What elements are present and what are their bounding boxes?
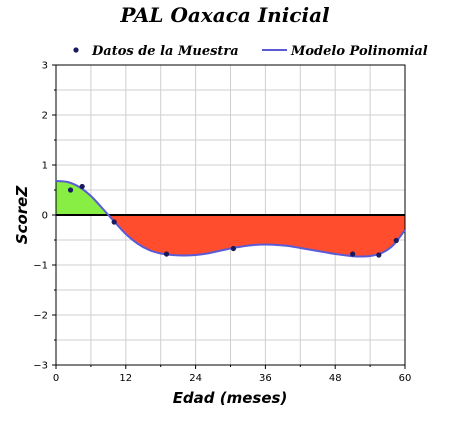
legend-label-datos: Datos de la Muestra <box>91 44 239 59</box>
y-tick-label: 3 <box>42 61 48 72</box>
y-tick-label: 2 <box>42 111 48 122</box>
y-axis-label: ScoreZ <box>13 185 31 245</box>
data-point <box>393 237 399 244</box>
y-tick-label: 0 <box>42 211 48 222</box>
legend: Datos de la Muestra Modelo Polinomial <box>73 44 428 59</box>
x-tick-label: 36 <box>259 373 272 384</box>
fill-area-negative <box>108 215 405 257</box>
x-tick-label: 48 <box>329 373 342 384</box>
data-point <box>67 187 74 193</box>
data-point <box>79 183 85 190</box>
x-axis-label: Edad (meses) <box>173 389 288 407</box>
data-point <box>111 219 117 225</box>
data-point <box>163 251 170 257</box>
x-tick-label: 0 <box>53 373 59 384</box>
x-tick-label: 24 <box>189 373 202 384</box>
legend-label-modelo: Modelo Polinomial <box>290 44 428 59</box>
data-point <box>376 252 382 258</box>
legend-marker-datos <box>73 47 79 53</box>
y-tick-label: −2 <box>33 311 48 322</box>
y-tick-label: −1 <box>33 261 48 272</box>
data-point <box>230 245 237 252</box>
y-tick-label: −3 <box>33 361 48 372</box>
y-tick-label: 1 <box>42 161 48 172</box>
data-point <box>350 251 356 257</box>
chart-title: PAL Oaxaca Inicial <box>119 3 330 27</box>
x-tick-label: 60 <box>399 373 412 384</box>
x-tick-label: 12 <box>119 373 132 384</box>
